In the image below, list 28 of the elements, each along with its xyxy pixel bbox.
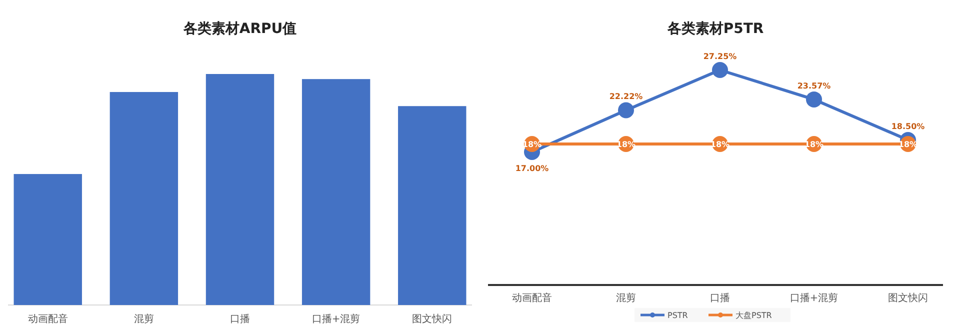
chart-title: 各类素材P5TR bbox=[666, 21, 764, 37]
x-tick-label: 动画配音 bbox=[28, 313, 68, 325]
data-label: 17.00% bbox=[515, 164, 549, 173]
data-label: 22.22% bbox=[609, 92, 643, 102]
x-tick-label: 混剪 bbox=[134, 313, 154, 325]
x-tick-label: 口播+混剪 bbox=[312, 313, 360, 325]
x-tick-label: 口播 bbox=[710, 292, 730, 304]
legend-label: PSTR bbox=[668, 311, 688, 320]
x-tick-label: 图文快闪 bbox=[888, 292, 928, 304]
x-tick-label: 图文快闪 bbox=[412, 313, 452, 325]
bar bbox=[302, 79, 370, 305]
data-label: 18% bbox=[522, 140, 542, 149]
x-tick-label: 口播 bbox=[230, 313, 250, 325]
chart-title: 各类素材ARPU值 bbox=[182, 21, 297, 37]
point bbox=[618, 102, 634, 118]
legend-label: 大盘PSTR bbox=[736, 311, 772, 320]
bar bbox=[206, 74, 274, 305]
x-tick-label: 口播+混剪 bbox=[790, 292, 838, 304]
bar bbox=[14, 174, 82, 305]
bar bbox=[110, 92, 178, 305]
point bbox=[712, 62, 728, 78]
x-tick-label: 动画配音 bbox=[512, 292, 552, 304]
data-label: 27.25% bbox=[703, 52, 737, 61]
x-tick-label: 混剪 bbox=[616, 292, 636, 304]
data-label: 23.57% bbox=[797, 81, 831, 90]
data-label: 18.50% bbox=[891, 122, 925, 131]
bar bbox=[398, 106, 466, 305]
point bbox=[806, 91, 822, 108]
